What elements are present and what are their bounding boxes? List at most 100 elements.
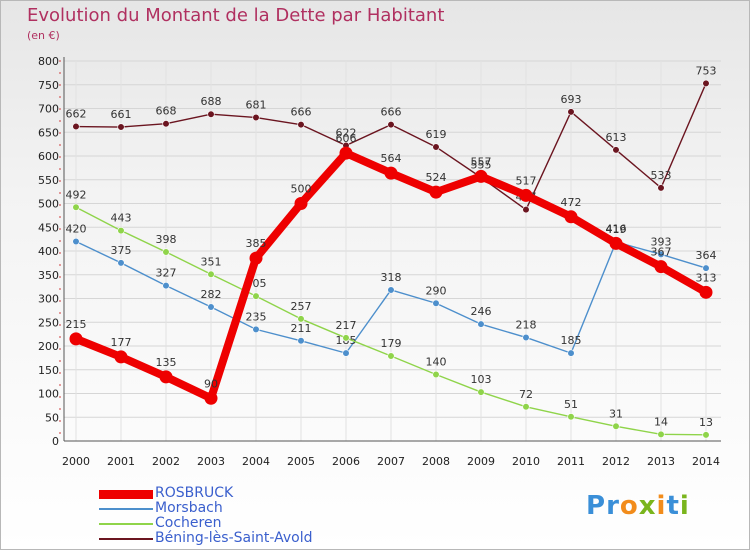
data-point <box>252 292 260 300</box>
data-point <box>297 337 305 345</box>
data-label: 235 <box>246 310 267 323</box>
data-label: 419 <box>606 223 627 236</box>
data-label: 557 <box>471 155 492 168</box>
data-label: 613 <box>606 131 627 144</box>
x-tick-label: 2002 <box>152 455 180 468</box>
data-point <box>567 413 575 421</box>
data-label: 290 <box>426 284 447 297</box>
legend-swatch <box>99 508 153 510</box>
data-point <box>114 350 128 364</box>
data-point <box>297 121 305 129</box>
data-label: 218 <box>516 318 537 331</box>
data-point <box>432 143 440 151</box>
data-point <box>207 270 215 278</box>
data-point <box>297 315 305 323</box>
data-point <box>342 334 350 342</box>
data-point <box>522 333 530 342</box>
data-point <box>117 123 125 131</box>
y-tick-label: 450 <box>38 221 59 234</box>
data-point <box>429 185 443 199</box>
legend-swatch <box>99 490 153 499</box>
legend-label: Cocheren <box>155 515 222 531</box>
y-tick-label: 50 <box>45 411 59 424</box>
x-tick-label: 2012 <box>602 455 630 468</box>
data-point <box>204 391 218 405</box>
data-label: 606 <box>336 132 357 145</box>
logo-letter: o <box>619 491 639 521</box>
y-tick-label: 750 <box>38 79 59 92</box>
data-label: 753 <box>696 64 717 77</box>
data-point <box>72 237 80 246</box>
data-label: 313 <box>696 271 717 284</box>
y-tick-label: 300 <box>38 293 59 306</box>
data-label: 661 <box>111 108 132 121</box>
data-label: 416 <box>606 222 627 235</box>
data-label: 398 <box>156 233 177 246</box>
data-label: 177 <box>111 336 132 349</box>
x-tick-label: 2013 <box>647 455 675 468</box>
data-label: 564 <box>381 152 402 165</box>
data-label: 517 <box>516 174 537 187</box>
data-label: 681 <box>246 99 267 112</box>
data-point <box>699 285 713 299</box>
x-tick-label: 2006 <box>332 455 360 468</box>
data-label: 13 <box>699 416 713 429</box>
y-tick-label: 800 <box>38 55 59 68</box>
data-point <box>342 349 350 357</box>
data-point <box>564 210 578 224</box>
data-label: 500 <box>291 183 312 196</box>
data-label: 282 <box>201 288 222 301</box>
data-point <box>474 169 488 183</box>
data-label: 472 <box>561 196 582 209</box>
x-tick-label: 2011 <box>557 455 585 468</box>
data-point <box>159 370 173 384</box>
y-tick-label: 100 <box>38 388 59 401</box>
data-label: 666 <box>381 106 402 119</box>
data-label: 666 <box>291 106 312 119</box>
data-label: 103 <box>471 373 492 386</box>
legend-label: Béning-lès-Saint-Avold <box>155 530 313 546</box>
x-tick-label: 2000 <box>62 455 90 468</box>
legend-item: ROSBRUCK <box>99 485 359 501</box>
data-label: 555 <box>471 158 492 171</box>
data-label: 662 <box>66 108 87 121</box>
data-label: 622 <box>336 127 357 140</box>
data-label: 619 <box>426 128 447 141</box>
data-point <box>519 188 533 202</box>
chart-title: Evolution du Montant de la Dette par Hab… <box>27 5 445 26</box>
data-point <box>117 226 125 235</box>
legend-swatch <box>99 523 153 525</box>
data-label: 140 <box>426 356 447 369</box>
data-point <box>207 303 215 311</box>
data-point <box>207 110 215 118</box>
y-tick-label: 200 <box>38 340 59 353</box>
data-point <box>162 282 170 290</box>
x-tick-label: 2007 <box>377 455 405 468</box>
data-label: 72 <box>519 388 533 401</box>
data-label: 688 <box>201 95 222 108</box>
data-label: 533 <box>651 169 672 182</box>
data-point <box>567 108 575 116</box>
unit-note: (en €) <box>27 29 60 42</box>
data-label: 364 <box>696 249 717 262</box>
data-label: 351 <box>201 255 222 268</box>
data-label: 90 <box>204 377 218 390</box>
data-label: 492 <box>66 188 87 201</box>
logo-letter: r <box>606 491 620 521</box>
x-tick-label: 2010 <box>512 455 540 468</box>
x-tick-label: 2005 <box>287 455 315 468</box>
data-point <box>522 206 530 214</box>
data-point <box>387 286 395 294</box>
data-label: 246 <box>471 305 492 318</box>
data-point <box>702 431 710 439</box>
x-tick-label: 2003 <box>197 455 225 468</box>
y-tick-label: 500 <box>38 198 59 211</box>
data-point <box>69 332 83 346</box>
data-label: 327 <box>156 267 177 280</box>
data-label: 385 <box>246 237 267 250</box>
legend-item: Morsbach <box>99 500 359 516</box>
x-tick-label: 2001 <box>107 455 135 468</box>
logo-letter: t <box>666 491 680 521</box>
